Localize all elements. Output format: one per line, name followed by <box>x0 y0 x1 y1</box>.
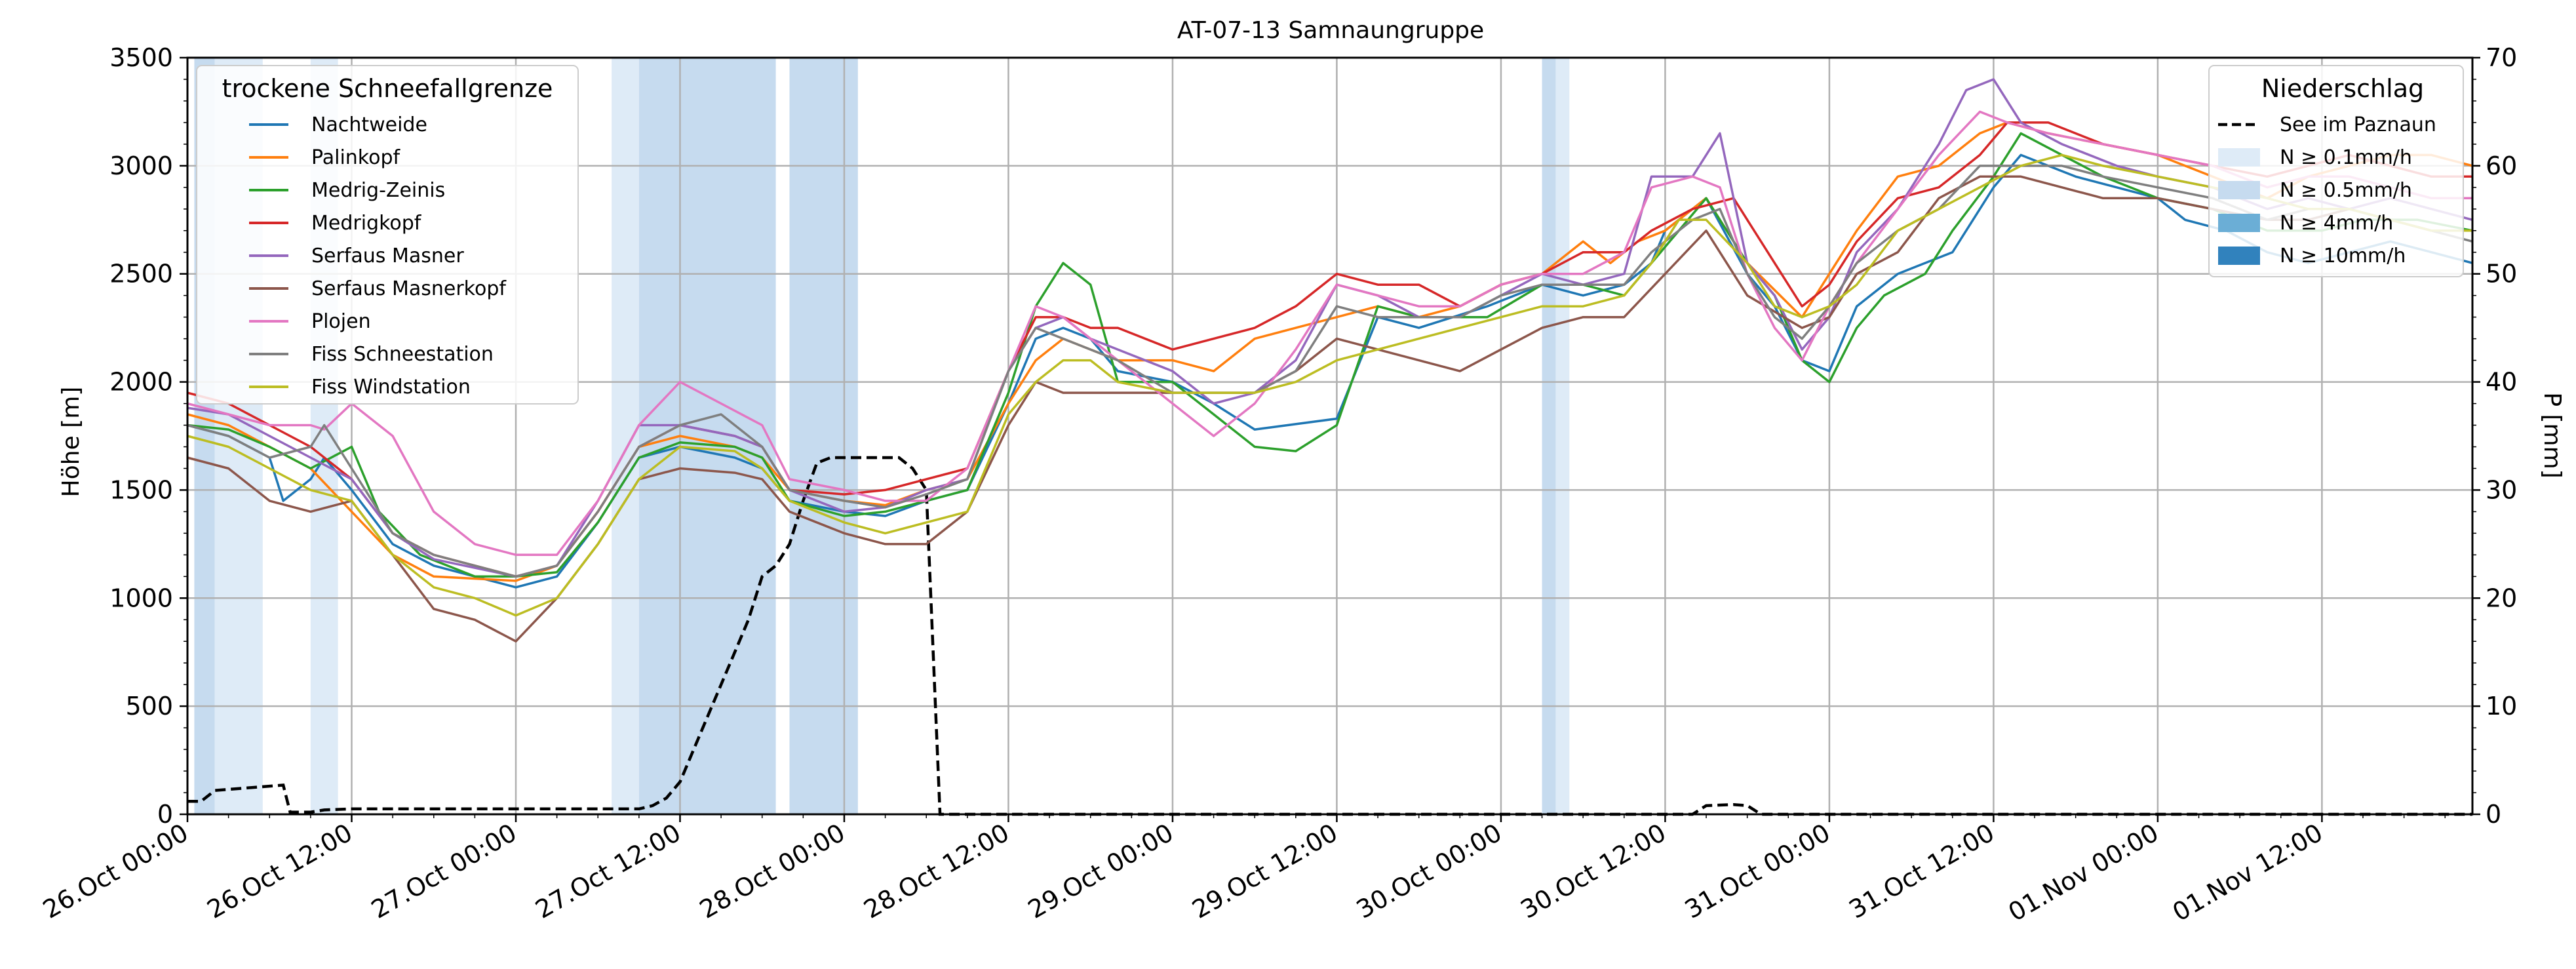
legend-label-4: Serfaus Masner <box>311 245 464 267</box>
y-tick-label-right: 0 <box>2486 800 2501 829</box>
y-tick-label-right: 70 <box>2486 43 2517 72</box>
precip-line <box>187 456 2472 816</box>
legend-precip-label-1: N ≥ 0.1mm/h <box>2280 146 2412 169</box>
precip-band <box>1555 58 1570 814</box>
legend-left-box <box>196 65 579 405</box>
series-lines <box>187 78 2473 643</box>
legend-label-5: Serfaus Masnerkopf <box>311 277 507 300</box>
precip-band <box>612 58 639 814</box>
legend-right-box <box>2208 65 2464 277</box>
legend-precip-label-0: See im Paznaun <box>2280 113 2436 136</box>
y-tick-label-right: 30 <box>2486 475 2517 504</box>
legend-precip-label-2: N ≥ 0.5mm/h <box>2280 179 2412 202</box>
series-line-7 <box>187 165 2473 578</box>
legend-schneefallgrenze: trockene Schneefallgrenze Nachtweide Palin… <box>196 65 579 405</box>
legend-label-7: Fiss Schneestation <box>311 343 494 366</box>
y-tick-label-left: 3500 <box>109 43 173 72</box>
legend-right-title: Niederschlag <box>2261 74 2424 103</box>
legend-label-6: Plojen <box>311 310 371 333</box>
x-tick-label: 01.Nov 12:00 <box>2168 818 2328 927</box>
y-tick-label-left: 2500 <box>109 260 173 288</box>
series-line-2 <box>187 132 2473 578</box>
plot-frame <box>186 56 2474 816</box>
x-tick-label: 29.Oct 12:00 <box>1187 818 1342 924</box>
y-tick-label-left: 0 <box>157 800 173 829</box>
y-tick-label-left: 3000 <box>109 151 173 180</box>
x-tick-label: 31.Oct 12:00 <box>1844 818 1999 924</box>
y-tick-label-left: 2000 <box>109 368 173 397</box>
y-tick-label-right: 60 <box>2486 151 2517 180</box>
y-tick-label-right: 50 <box>2486 260 2517 288</box>
y-tick-label-right: 20 <box>2486 583 2517 612</box>
x-tick-label: 26.Oct 00:00 <box>38 818 193 924</box>
legend-label-0: Nachtweide <box>311 113 427 136</box>
chart-title: AT-07-13 Samnaungruppe <box>1177 17 1484 44</box>
x-tick-label: 27.Oct 00:00 <box>366 818 522 924</box>
series-line-8 <box>187 153 2472 617</box>
x-tick-label: 31.Oct 00:00 <box>1680 818 1835 924</box>
x-tick-label: 28.Oct 00:00 <box>695 818 850 924</box>
legend-label-3: Medrigkopf <box>311 212 422 235</box>
series-line-6 <box>187 110 2472 557</box>
precip-line-see-im-paznaun <box>187 456 2472 816</box>
y-tick-label-left: 1000 <box>109 583 173 612</box>
legend-precip-patch-1 <box>2218 148 2260 167</box>
legend-precip-label-4: N ≥ 10mm/h <box>2280 245 2406 267</box>
legend-precip-label-3: N ≥ 4mm/h <box>2280 212 2393 235</box>
x-tick-label: 27.Oct 12:00 <box>530 818 686 924</box>
y-tick-label-right: 40 <box>2486 368 2517 397</box>
y-axis-right-label: P [mm] <box>2539 392 2566 478</box>
x-tick-label: 29.Oct 00:00 <box>1023 818 1179 924</box>
x-tick-label: 30.Oct 12:00 <box>1515 818 1671 924</box>
x-tick-label: 26.Oct 12:00 <box>202 818 357 924</box>
legend-precip-patch-3 <box>2218 214 2260 232</box>
y-tick-label-left: 1500 <box>109 475 173 504</box>
x-tick-label: 30.Oct 00:00 <box>1352 818 1507 924</box>
y-tick-label-left: 500 <box>125 692 173 721</box>
legend-precip-patch-2 <box>2218 181 2260 199</box>
x-tick-label: 01.Nov 00:00 <box>2004 818 2164 927</box>
legend-label-2: Medrig-Zeinis <box>311 179 445 202</box>
y-axis-left-label: Höhe [m] <box>58 387 85 498</box>
legend-left-title: trockene Schneefallgrenze <box>222 74 553 103</box>
legend-precip-patch-4 <box>2218 247 2260 265</box>
legend-label-1: Palinkopf <box>311 146 401 169</box>
x-tick-label: 28.Oct 12:00 <box>859 818 1014 924</box>
precip-band <box>1542 58 1556 814</box>
y-tick-label-right: 10 <box>2486 692 2517 721</box>
legend-label-8: Fiss Windstation <box>311 376 471 399</box>
precip-band <box>789 58 858 814</box>
legend-niederschlag: Niederschlag See im Paznaun N ≥ 0.1mm/h N ≥… <box>2208 65 2464 277</box>
